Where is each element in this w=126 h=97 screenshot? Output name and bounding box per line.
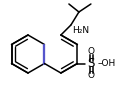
- Text: S: S: [87, 57, 95, 70]
- Text: O: O: [88, 71, 95, 80]
- Text: O: O: [88, 47, 95, 56]
- Text: –OH: –OH: [97, 59, 116, 68]
- Text: H₂N: H₂N: [72, 26, 89, 35]
